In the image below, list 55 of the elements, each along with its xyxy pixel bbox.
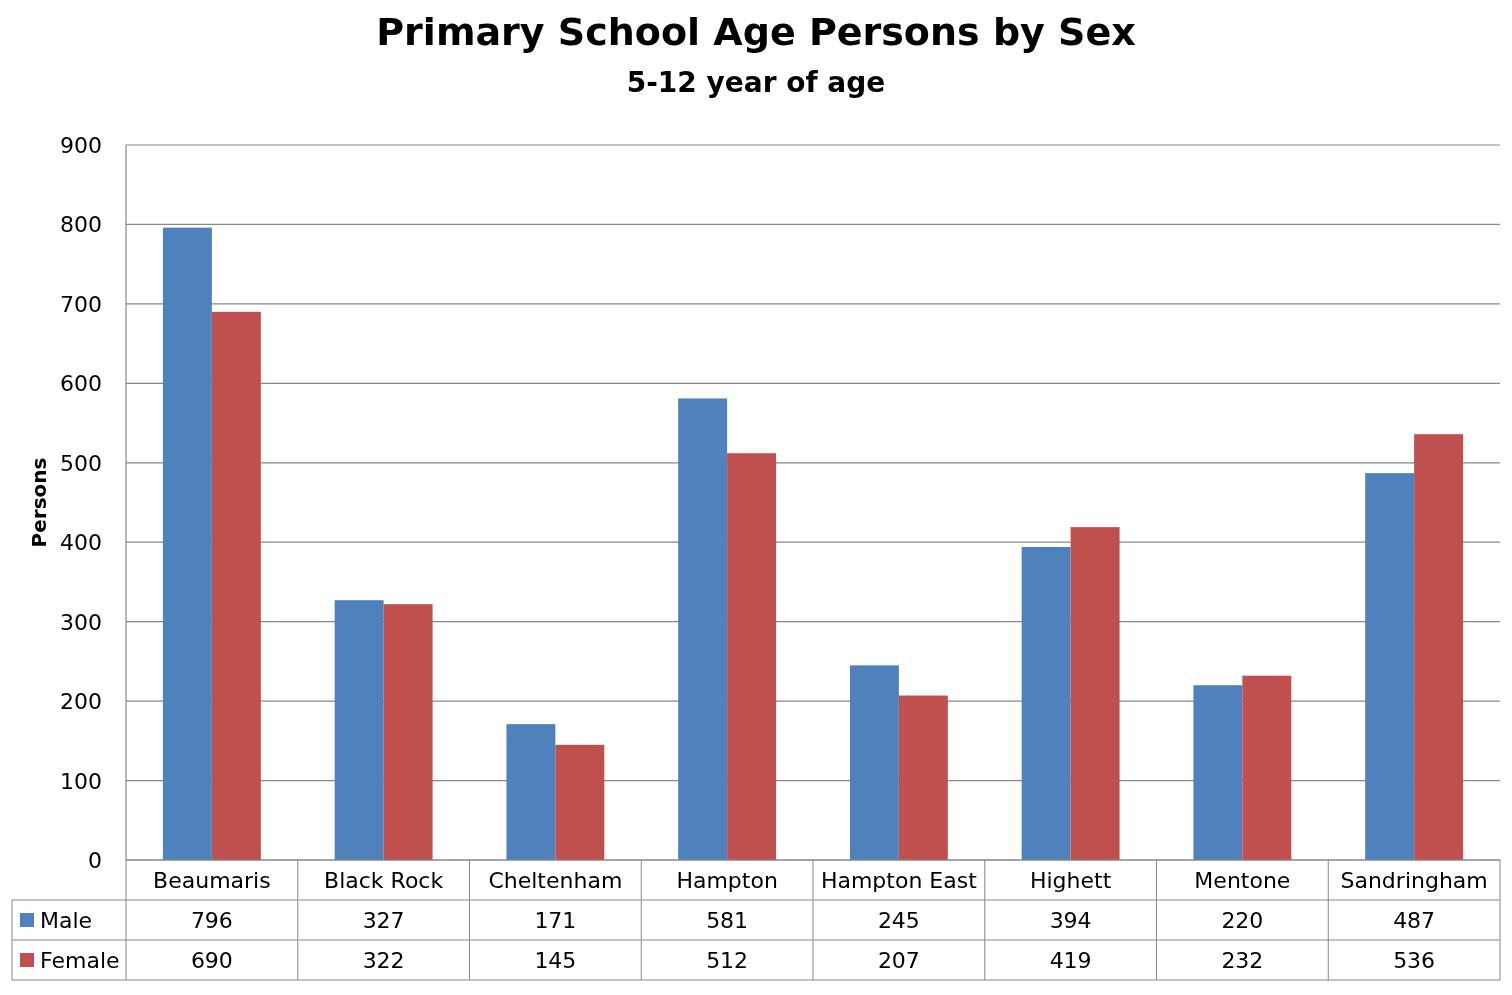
bar xyxy=(162,227,212,860)
legend-label: Female xyxy=(40,948,120,973)
data-label: 536 xyxy=(1393,948,1436,973)
legend-label: Male xyxy=(40,908,93,933)
x-tick-label: Hampton xyxy=(676,868,778,893)
bar xyxy=(1070,527,1120,860)
x-tick-label: Cheltenham xyxy=(488,868,623,893)
y-tick-label: 400 xyxy=(60,530,102,556)
bar xyxy=(211,311,261,860)
chart-subtitle: 5-12 year of age xyxy=(626,66,886,99)
bar xyxy=(1242,675,1292,860)
y-tick-label: 600 xyxy=(60,371,102,397)
x-tick-label: Black Rock xyxy=(324,868,444,893)
y-tick-label: 900 xyxy=(60,133,102,158)
bar xyxy=(898,695,948,860)
x-tick-label: Hampton East xyxy=(820,868,978,893)
chart-title: Primary School Age Persons by Sex xyxy=(376,10,1136,54)
data-label: 394 xyxy=(1049,908,1092,933)
data-label: 512 xyxy=(706,948,749,973)
x-tick-label: Highett xyxy=(1029,868,1112,893)
bar xyxy=(727,453,777,860)
data-label: 690 xyxy=(190,948,233,973)
bar xyxy=(334,600,384,860)
data-label: 245 xyxy=(877,908,920,933)
y-tick-label: 200 xyxy=(60,689,102,715)
y-tick-label: 700 xyxy=(60,291,102,317)
data-label: 232 xyxy=(1221,948,1264,973)
y-tick-label: 800 xyxy=(60,212,102,238)
x-tick-label: Mentone xyxy=(1194,868,1291,893)
bar xyxy=(506,724,556,860)
x-tick-label: Sandringham xyxy=(1340,868,1488,893)
y-tick-label: 100 xyxy=(60,768,102,794)
data-label: 322 xyxy=(362,948,405,973)
data-label: 487 xyxy=(1393,908,1436,933)
bar xyxy=(383,604,433,860)
data-label: 419 xyxy=(1049,948,1092,973)
bar xyxy=(555,744,605,860)
bar xyxy=(1365,473,1415,860)
bar xyxy=(1193,685,1243,860)
data-label: 327 xyxy=(362,908,405,933)
bar xyxy=(678,398,728,860)
bar xyxy=(1021,546,1071,860)
y-tick-label: 0 xyxy=(88,848,102,873)
data-label: 796 xyxy=(190,908,233,933)
bar xyxy=(1414,434,1464,860)
y-axis-title: Persons xyxy=(27,457,51,548)
bar xyxy=(849,665,899,860)
data-label: 581 xyxy=(706,908,749,933)
y-tick-label: 300 xyxy=(60,609,102,635)
x-tick-label: Beaumaris xyxy=(153,868,271,893)
data-label: 171 xyxy=(534,908,577,933)
data-label: 220 xyxy=(1221,908,1264,933)
data-label: 207 xyxy=(877,948,920,973)
y-tick-label: 500 xyxy=(60,450,102,476)
data-label: 145 xyxy=(534,948,577,973)
